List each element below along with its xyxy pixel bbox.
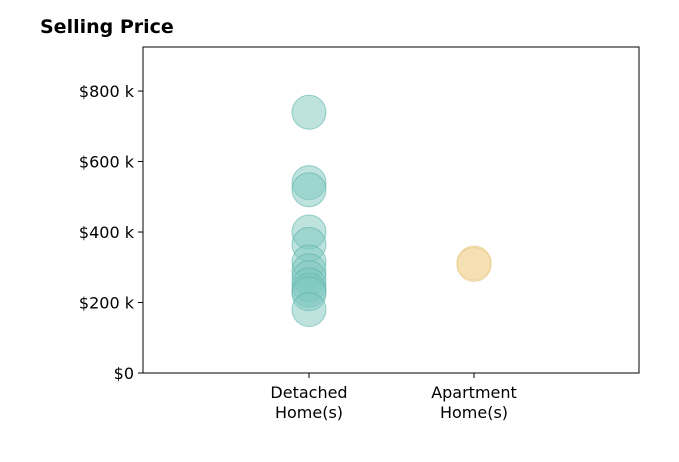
y-axis: $0 $200 k $400 k $600 k $800 k xyxy=(79,82,143,383)
y-tick-label: $0 xyxy=(114,364,134,383)
x-tick-label: Detached Home(s) xyxy=(270,383,347,422)
plot-frame xyxy=(142,46,640,374)
y-tick-label: $800 k xyxy=(79,82,135,101)
detached-home-point xyxy=(291,94,327,130)
detached-home-point xyxy=(291,292,327,328)
x-tick-label: Apartment Home(s) xyxy=(431,383,517,422)
chart-title: Selling Price xyxy=(40,16,174,38)
y-tick-label: $400 k xyxy=(79,223,135,242)
y-tick-label: $600 k xyxy=(79,153,135,172)
x-axis: Detached Home(s) Apartment Home(s) xyxy=(270,373,517,422)
y-tick-label: $200 k xyxy=(79,294,135,313)
apartment-home-point xyxy=(456,246,492,282)
data-points xyxy=(291,94,492,328)
detached-home-point xyxy=(291,172,327,208)
